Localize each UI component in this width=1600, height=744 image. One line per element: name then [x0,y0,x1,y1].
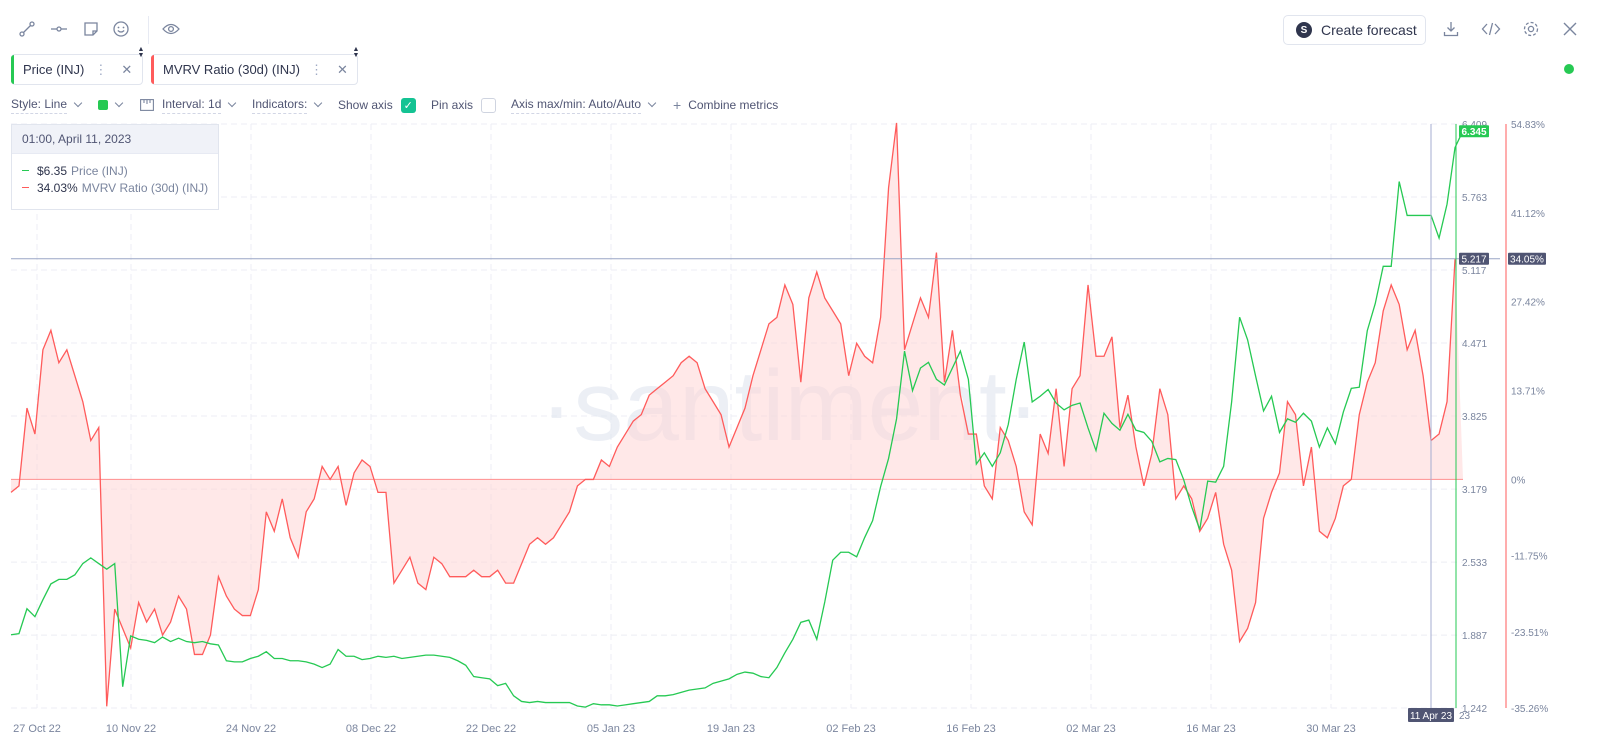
download-icon[interactable] [1438,16,1464,42]
color-swatch [98,100,108,110]
metric-color-bar [151,55,154,84]
price-tick-label: 5.117 [1462,266,1487,277]
price-tick-label: 1.242 [1462,704,1487,715]
tooltip-row-mvrv: 34.03% MVRV Ratio (30d) (INJ) [12,179,218,196]
metric-chip-label: Price (INJ) [23,62,85,77]
mvrv-tick-label: 27.42% [1511,298,1545,309]
x-tick-label: 16 Feb 23 [946,723,996,735]
crosshair-mvrv-badge [1508,252,1546,265]
metric-chip-mvrv[interactable]: MVRV Ratio (30d) (INJ) ⋮ ✕ [151,54,358,85]
current-price-label: 6.345 [1461,127,1486,138]
axis-maxmin-select[interactable]: Axis max/min: Auto/Auto [511,94,657,116]
mvrv-tick-label: 41.12% [1511,209,1545,220]
gear-icon[interactable] [1518,16,1544,42]
current-price-badge [1459,125,1489,138]
price-series-line [10,130,1464,708]
remove-metric-icon[interactable]: ✕ [121,61,133,77]
legend-line-icon [22,169,29,172]
mvrv-tick-label: -23.51% [1511,628,1548,639]
cursor-date-label: 11 Apr 23 [1410,711,1453,722]
metric-chip-label: MVRV Ratio (30d) (INJ) [163,62,301,77]
chevron-down-icon [114,98,124,108]
create-forecast-button[interactable]: S Create forecast [1283,15,1426,45]
more-vertical-icon[interactable]: ⋮ [310,61,324,77]
remove-metric-icon[interactable]: ✕ [337,61,348,77]
color-select[interactable] [98,94,124,116]
x-tick-label: 22 Dec 22 [466,723,516,735]
reorder-handle-icon[interactable]: ▲ ▼ [137,46,145,59]
x-tick-label: 02 Feb 23 [826,723,876,735]
x-tick-label: 10 Nov 22 [106,723,156,735]
cursor-date-badge [1408,708,1454,722]
mvrv-tick-label: -11.75% [1511,552,1548,563]
tooltip-date: 01:00, April 11, 2023 [12,125,218,154]
crosshair-price-label: 5.217 [1461,255,1486,266]
chart-axes: 27 Oct 22 10 Nov 22 24 Nov 22 08 Dec 22 22 D… [11,120,1548,735]
create-forecast-label: Create forecast [1321,22,1417,38]
note-icon[interactable] [78,16,104,42]
pin-axis-toggle[interactable]: Pin axis [431,94,497,116]
show-axis-toggle[interactable]: Show axis ✓ [338,94,416,116]
tooltip-row-price: $6.35 Price (INJ) [12,162,218,179]
chevron-down-icon [73,98,83,108]
price-tick-label: 5.763 [1462,193,1487,204]
chart-toolbar: S Create forecast [0,0,1600,56]
metric-chip-price[interactable]: Price (INJ) ⋮ ✕ [11,54,143,85]
close-icon[interactable] [1557,16,1583,42]
santiment-logo-icon: S [1296,22,1312,38]
mvrv-tick-label: 13.71% [1511,387,1545,398]
show-axis-checkbox[interactable]: ✓ [400,97,416,113]
chevron-down-icon [314,98,323,108]
pin-axis-checkbox[interactable] [481,97,497,113]
mvrv-tick-label: 0% [1511,475,1526,486]
series-layer [10,122,1464,708]
price-tick-label: 4.471 [1462,339,1487,350]
chevron-down-icon [228,98,237,108]
x-tick-label: 05 Jan 23 [587,723,635,735]
style-select[interactable]: Style: Line [11,94,83,116]
eye-icon[interactable] [158,16,184,42]
metric-color-bar [11,55,14,84]
mvrv-series-line [10,122,1456,707]
combine-metrics-button[interactable]: + Combine metrics [673,97,779,113]
chart-tooltip: 01:00, April 11, 2023 $6.35 Price (INJ) … [11,124,219,210]
x-tick-label: 27 Oct 22 [13,723,61,735]
price-tick-label: 1.887 [1462,631,1487,642]
indicators-select[interactable]: Indicators: [252,94,323,116]
x-tick-label: 16 Mar 23 [1186,723,1236,735]
embed-code-icon[interactable] [1478,16,1504,42]
reorder-handle-icon[interactable]: ▲ ▼ [352,46,360,59]
x-tick-label: 08 Dec 22 [346,723,396,735]
toolbar-divider [148,16,149,44]
x-tick-label: 19 Jan 23 [707,723,755,735]
ruler-icon [140,99,154,111]
legend-line-icon [22,186,29,189]
horizontal-ray-icon[interactable] [46,16,72,42]
interval-select[interactable]: Interval: 1d [140,94,237,116]
live-status-dot [1564,64,1574,74]
x-tick-label: 24 Nov 22 [226,723,276,735]
x-tick-label: 30 Mar 23 [1306,723,1356,735]
price-tick-label: 3.825 [1462,412,1487,423]
mvrv-tick-label: -35.26% [1511,704,1548,715]
mvrv-tick-label: 54.83% [1511,120,1545,131]
crosshair-price-badge [1459,252,1489,265]
line-tool-icon[interactable] [14,16,40,42]
emoji-icon[interactable] [108,16,134,42]
x-tick-label-tail: 23 [1459,711,1471,722]
price-tick-label: 3.179 [1462,485,1487,496]
price-tick-label: 2.533 [1462,558,1487,569]
plus-icon: + [673,97,682,113]
x-tick-label: 02 Mar 23 [1066,723,1116,735]
chevron-down-icon [647,98,657,108]
crosshair-mvrv-label: 34.05% [1510,255,1544,266]
more-vertical-icon[interactable]: ⋮ [94,61,108,77]
